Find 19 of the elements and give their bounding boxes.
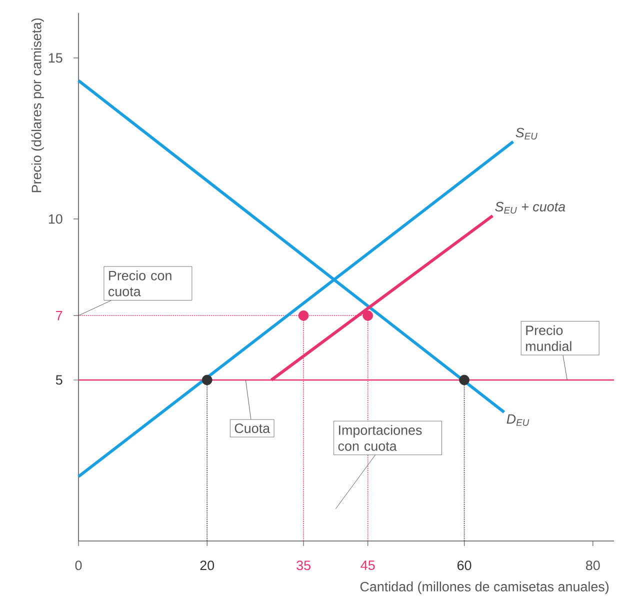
series-label: S$_{EU}$ (516, 128, 538, 140)
annotation: Precio con cuota (108, 270, 172, 296)
y-tick-label: 5 (56, 375, 62, 385)
y-tick-label: 15 (48, 53, 62, 63)
x-tick-label: 0 (75, 560, 82, 570)
y-axis-title: Precio (dólares por camiseta) (31, 18, 44, 192)
series-label: S$_{EU}$ + cuota (495, 202, 566, 214)
annotation: Cuota (234, 424, 270, 434)
annotation: Precio mundial (526, 325, 572, 352)
x-tick-label: 80 (586, 560, 600, 570)
annotation: Importaciones con cuota (338, 425, 422, 451)
x-tick-label: 45 (360, 560, 375, 570)
x-tick-label: 60 (457, 560, 472, 570)
series-label: D$_{EU}$ (506, 414, 530, 426)
y-tick-label: 7 (56, 310, 62, 320)
x-tick-label: 35 (296, 560, 310, 570)
y-tick-label: 10 (48, 214, 62, 224)
x-axis-title: Cantidad (millones de camisetas anuales) (360, 582, 609, 594)
x-tick-label: 20 (200, 560, 214, 570)
